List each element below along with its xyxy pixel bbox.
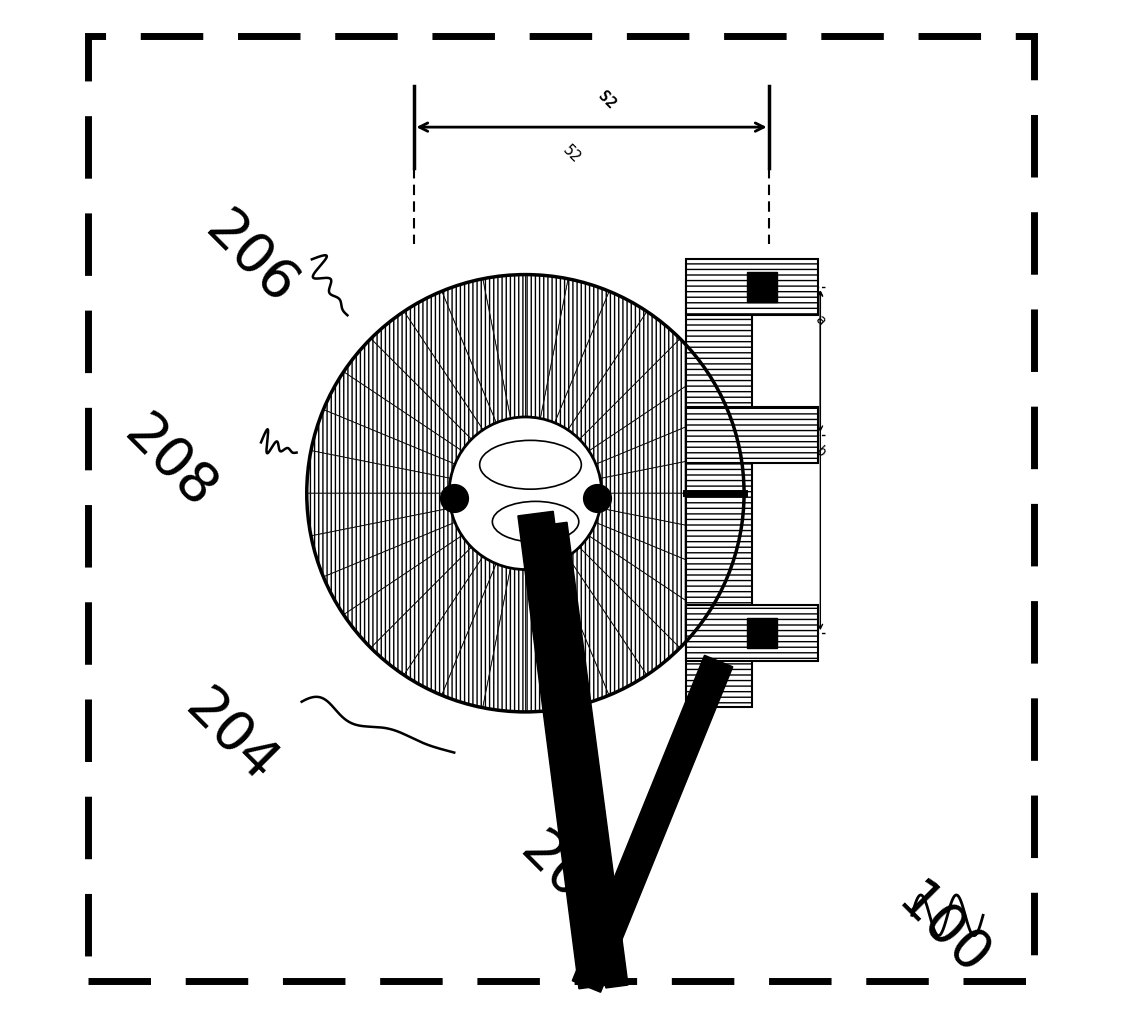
Text: 52: 52 <box>560 142 583 166</box>
Ellipse shape <box>479 440 581 489</box>
Wedge shape <box>442 279 511 423</box>
Wedge shape <box>579 339 707 451</box>
Polygon shape <box>545 523 628 988</box>
Bar <box>686 407 818 463</box>
Wedge shape <box>568 547 680 675</box>
Bar <box>686 605 818 661</box>
Wedge shape <box>600 493 744 536</box>
Wedge shape <box>370 547 484 675</box>
Wedge shape <box>311 508 454 577</box>
Wedge shape <box>554 556 647 696</box>
Text: 202: 202 <box>509 823 623 937</box>
Polygon shape <box>572 655 733 993</box>
Text: 208: 208 <box>113 406 226 520</box>
Wedge shape <box>541 563 609 708</box>
Wedge shape <box>482 569 525 712</box>
Bar <box>686 280 752 707</box>
Wedge shape <box>442 563 511 708</box>
Wedge shape <box>568 311 680 439</box>
Wedge shape <box>323 523 462 614</box>
Wedge shape <box>306 493 451 536</box>
Wedge shape <box>525 275 568 418</box>
Polygon shape <box>518 512 614 989</box>
Ellipse shape <box>493 501 579 542</box>
Wedge shape <box>323 372 462 464</box>
Wedge shape <box>596 410 739 478</box>
Wedge shape <box>404 291 496 430</box>
Text: 100: 100 <box>886 874 999 988</box>
Wedge shape <box>589 523 727 614</box>
Wedge shape <box>525 569 568 712</box>
Wedge shape <box>482 275 525 418</box>
Wedge shape <box>579 536 707 648</box>
Wedge shape <box>306 451 451 493</box>
Bar <box>686 259 818 315</box>
Wedge shape <box>600 451 744 493</box>
Text: 204: 204 <box>174 680 287 794</box>
Wedge shape <box>541 279 609 423</box>
Wedge shape <box>311 410 454 478</box>
Wedge shape <box>596 508 739 577</box>
Text: a: a <box>812 312 828 328</box>
Text: 206: 206 <box>194 202 307 316</box>
Wedge shape <box>370 311 484 439</box>
Wedge shape <box>343 339 471 451</box>
Circle shape <box>449 417 601 570</box>
Text: S2: S2 <box>595 88 618 112</box>
Wedge shape <box>589 372 727 464</box>
Wedge shape <box>404 556 496 696</box>
Wedge shape <box>343 536 471 648</box>
Wedge shape <box>554 291 647 430</box>
Text: b: b <box>812 444 828 461</box>
